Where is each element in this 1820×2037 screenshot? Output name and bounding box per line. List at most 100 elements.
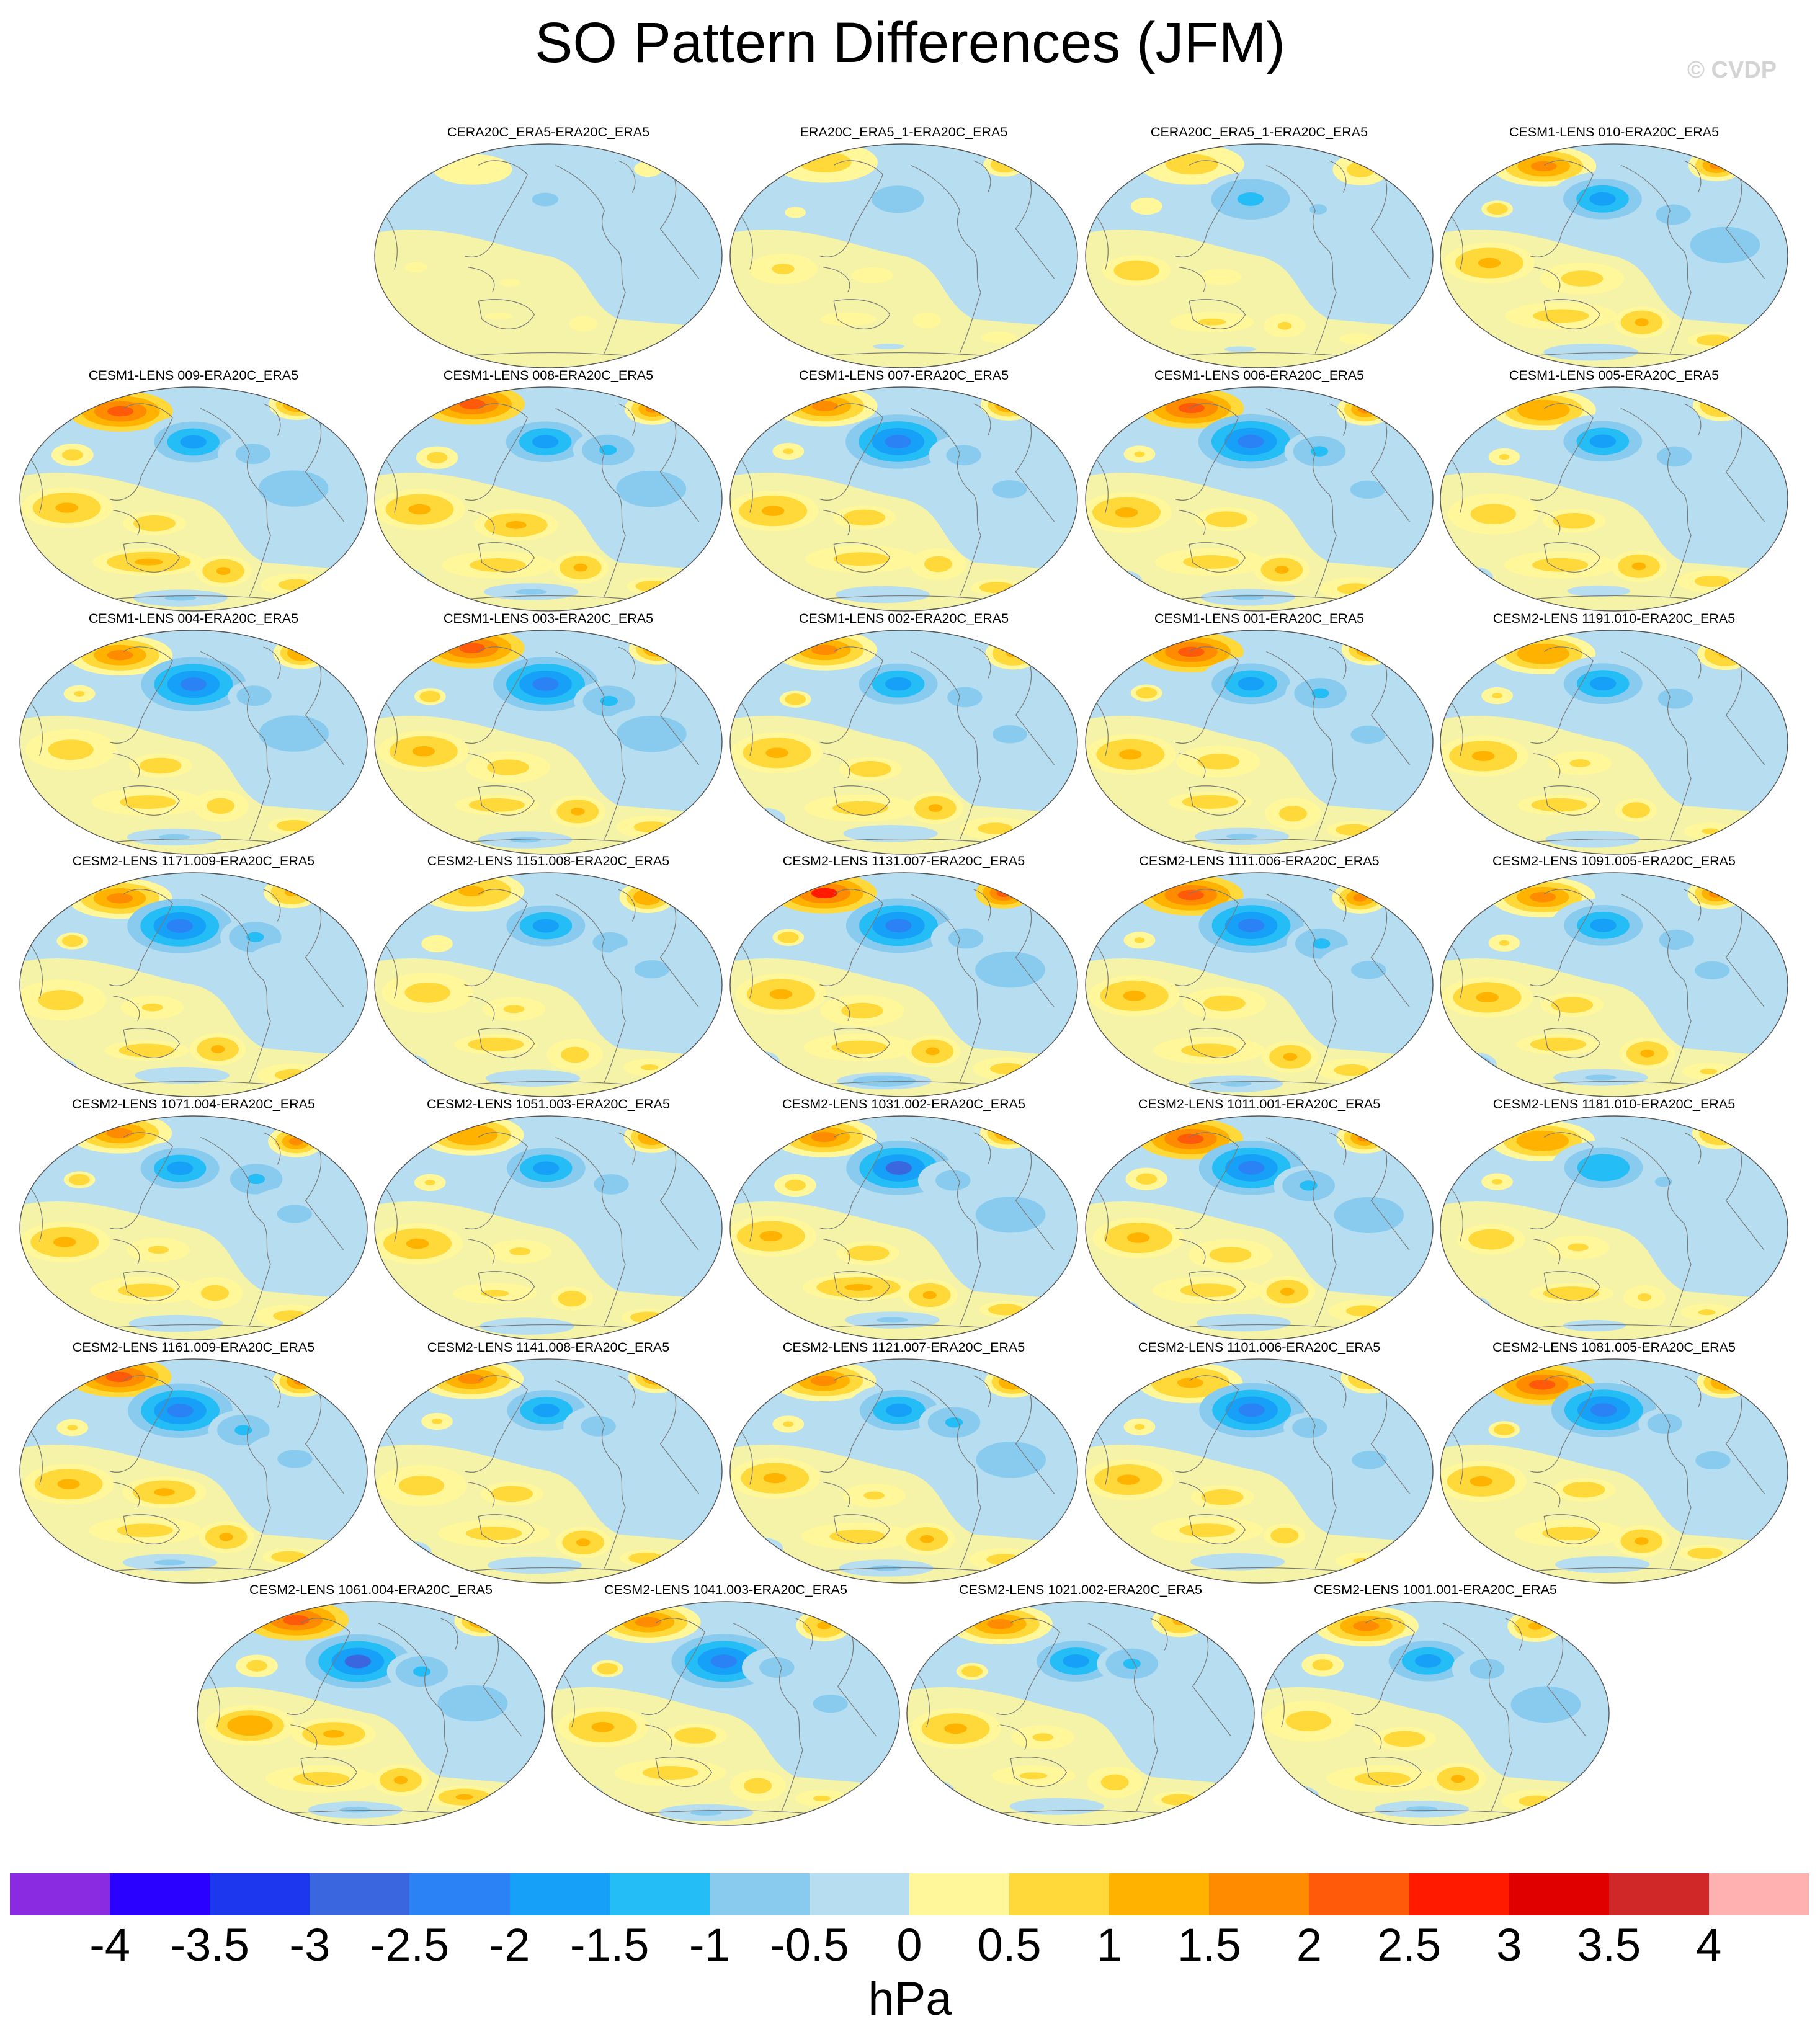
contour-region [885,434,911,448]
coastline [555,1380,626,1569]
coastline [464,403,528,501]
contour-region [32,818,64,835]
contour-region [455,1794,473,1800]
coastline [1370,898,1410,1008]
map-svg [374,872,723,1097]
contour-region [1094,1059,1126,1076]
contour-region [1708,726,1744,744]
coastline [1684,1375,1702,1408]
contour-region [391,1303,413,1315]
map-svg [19,386,368,612]
contour-region [532,435,559,449]
contour-region [1102,332,1123,344]
coastline [123,1271,181,1301]
colorbar-tick-label: 2.5 [1377,1919,1441,1971]
coastline [1725,1384,1765,1494]
coastline [109,1132,173,1229]
map-svg [906,1601,1255,1826]
contour-region [468,1613,497,1629]
contour-region [1584,1074,1617,1081]
contour-region [1695,961,1730,980]
contour-region [1589,192,1616,206]
panel-title: CESM2-LENS 1111.006-ERA20C_ERA5 [1139,854,1380,868]
contour-region [1563,517,1585,525]
contour-region [149,762,171,770]
contour-region [276,724,311,743]
coastline [482,1627,522,1737]
contour-region [1355,1308,1373,1314]
contour-region [1110,822,1122,828]
contour-region [1041,1803,1073,1809]
coastline [305,656,344,765]
contour-region [600,695,618,706]
contour-region [1528,1621,1543,1630]
contour-region [1459,1301,1481,1313]
contour-region [763,1473,787,1484]
contour-region [636,636,678,661]
contour-region [1569,759,1591,767]
contour-region [1134,937,1145,943]
contour-region [1499,453,1510,460]
contour-region [344,1654,372,1669]
contour-region [989,334,1008,341]
contour-region [160,1321,192,1327]
map-outline [551,1601,900,1826]
coastline [911,1380,981,1569]
contour-region [458,1373,484,1384]
contour-region [811,644,838,656]
coastline [464,1375,528,1473]
coastline [200,651,271,840]
contour-region [1575,349,1607,355]
map-panel: CESM1-LENS 005-ERA20C_ERA5 [1439,367,1789,612]
coastline [88,1324,299,1331]
coastline [911,1136,981,1326]
coastline [1179,996,1206,1022]
coastline [1175,403,1239,501]
contour-region [992,725,1028,744]
coastline [265,1809,476,1816]
contour-region [1171,1695,1206,1713]
contour-region [790,1182,801,1188]
contour-region [480,1530,508,1537]
contour-region [74,1177,85,1183]
coastline [1154,1081,1365,1087]
coastline [819,889,883,986]
contour-region [1119,749,1142,760]
contour-region [1699,1121,1741,1146]
contour-region [1342,1067,1360,1073]
contour-region [957,933,975,944]
coastline [1329,160,1347,193]
coastline [659,898,699,1008]
contour-region [1238,919,1265,933]
map-panel: CESM2-LENS 1121.007-ERA20C_ERA5 [729,1339,1079,1584]
contour-region [1238,1161,1265,1175]
contour-region [35,1058,78,1081]
coastline [823,1239,850,1265]
contour-region [1700,393,1742,417]
contour-region [993,960,1028,979]
contour-region [885,1161,912,1175]
contour-region [641,1064,659,1071]
map-panel: ERA20C_ERA5_1-ERA20C_ERA5 [729,124,1079,369]
contour-region [67,938,78,944]
contour-region [656,1769,685,1776]
contour-region [1350,235,1385,254]
contour-region [877,1317,908,1323]
coastline [1266,1380,1337,1569]
panel-title: CESM2-LENS 1081.005-ERA20C_ERA5 [1492,1340,1736,1355]
contour-region [757,1546,768,1552]
map-panel: CESM2-LENS 1021.002-ERA20C_ERA5 [906,1582,1256,1827]
colorbar-swatch [110,1873,210,1915]
coastline [443,352,654,359]
contour-region [248,1174,265,1185]
contour-region [635,1450,671,1469]
panel-title: CESM1-LENS 002-ERA20C_ERA5 [798,611,1009,626]
coastline [795,1618,813,1651]
coastline [1192,1627,1231,1737]
contour-region [601,937,619,948]
contour-region [1032,1733,1054,1742]
colorbar-swatch [1708,1873,1809,1915]
contour-region [1125,265,1148,276]
contour-region [857,1249,879,1257]
contour-region [1283,1053,1298,1061]
